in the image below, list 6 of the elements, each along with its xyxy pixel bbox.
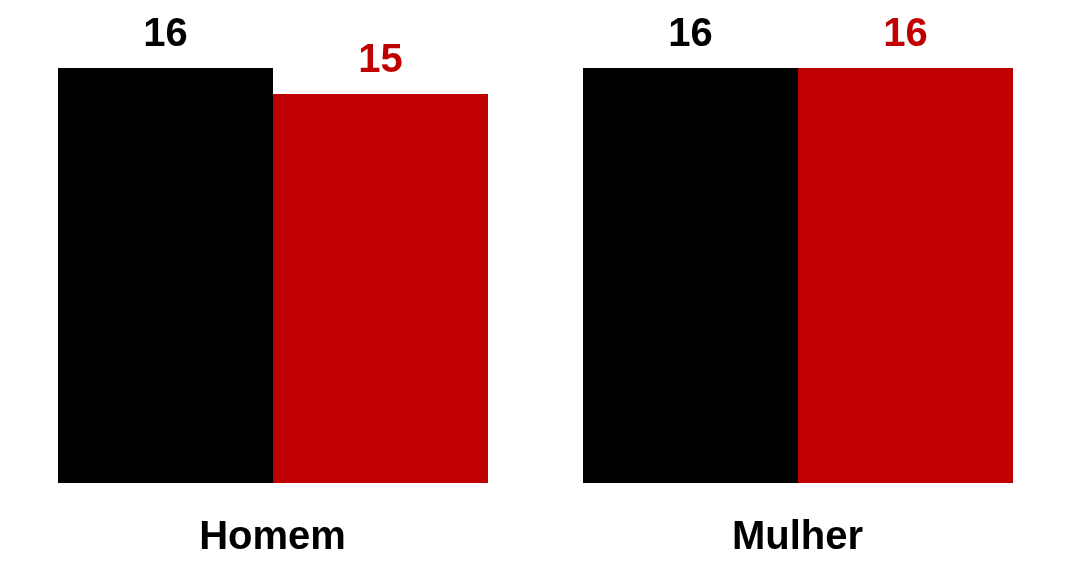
data-label: 16	[883, 10, 928, 54]
x-tick-label: Mulher	[731, 513, 864, 558]
data-label: 15	[358, 35, 403, 80]
data-label: 16	[143, 10, 188, 54]
data-label: 16	[668, 10, 713, 54]
x-tick-label: Homem	[199, 513, 346, 558]
